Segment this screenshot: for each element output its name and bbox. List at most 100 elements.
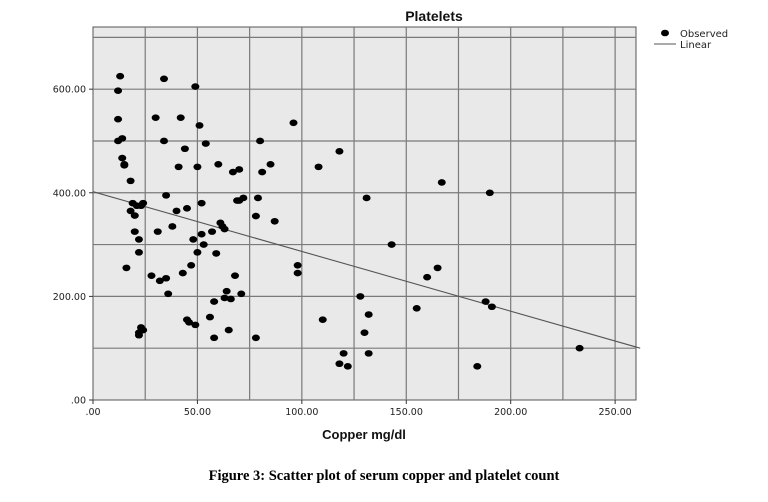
- data-point: [199, 241, 208, 248]
- data-point: [318, 316, 327, 324]
- data-point: [114, 115, 123, 123]
- data-point: [126, 207, 135, 215]
- data-point: [197, 230, 206, 238]
- legend-observed-marker: [661, 29, 669, 37]
- data-point: [364, 311, 373, 318]
- y-tick-label: 200.00: [53, 292, 86, 303]
- data-point: [134, 249, 143, 256]
- data-point: [253, 194, 262, 202]
- axes: .00 200.00 400.00 600.00 .00 50.00 100.00 150.0…: [53, 85, 632, 418]
- legend-linear-label: Linear: [680, 40, 712, 51]
- data-point: [130, 228, 139, 235]
- data-point: [193, 249, 202, 256]
- data-point: [473, 363, 482, 370]
- data-point: [364, 350, 373, 357]
- data-point: [164, 290, 173, 298]
- data-point: [343, 363, 352, 370]
- data-point: [134, 236, 143, 243]
- plot-area: [92, 26, 641, 401]
- data-point: [335, 148, 344, 155]
- data-point: [487, 303, 496, 311]
- regression-line: [92, 191, 641, 349]
- x-tick-label: 250.00: [598, 407, 631, 418]
- data-point: [256, 137, 265, 145]
- x-tick-label: 200.00: [494, 407, 527, 418]
- x-tick-label: 100.00: [285, 407, 318, 418]
- data-point: [174, 163, 183, 171]
- data-point: [266, 160, 275, 168]
- figure-caption: Figure 3: Scatter plot of serum copper a…: [208, 468, 560, 484]
- data-point: [222, 287, 231, 295]
- data-point: [120, 160, 129, 168]
- data-point: [362, 194, 371, 202]
- x-tick-label: 50.00: [184, 407, 211, 418]
- x-tick-label: 150.00: [390, 407, 423, 418]
- data-point: [437, 179, 446, 186]
- data-point: [114, 137, 123, 145]
- data-point: [335, 360, 344, 368]
- data-point: [191, 321, 200, 329]
- data-point: [162, 274, 171, 282]
- data-point: [237, 290, 246, 298]
- data-point: [187, 262, 196, 269]
- data-point: [481, 298, 490, 305]
- data-point: [134, 329, 143, 336]
- data-point: [289, 119, 298, 127]
- data-point: [178, 269, 187, 277]
- data-point: [116, 72, 125, 80]
- data-point: [122, 264, 131, 272]
- data-point: [185, 318, 194, 326]
- scatter-chart: Platelets .00 200.00 400.00 600.00 .00 50.00 1…: [53, 8, 728, 442]
- data-point: [224, 326, 233, 334]
- data-point: [195, 122, 204, 129]
- legend-observed-label: Observed: [680, 29, 728, 40]
- data-point: [433, 264, 442, 272]
- data-point: [214, 160, 223, 168]
- data-point: [226, 295, 235, 303]
- data-point: [239, 194, 248, 202]
- data-point: [160, 75, 169, 83]
- data-point: [118, 154, 127, 162]
- data-point: [155, 277, 164, 285]
- data-point: [270, 217, 279, 225]
- data-point: [153, 228, 162, 235]
- data-point: [189, 236, 198, 243]
- data-point: [208, 228, 217, 235]
- data-point: [172, 207, 181, 215]
- data-point: [387, 241, 396, 248]
- data-point: [151, 114, 160, 121]
- data-point: [231, 272, 240, 279]
- data-point: [160, 137, 169, 145]
- data-point: [168, 223, 177, 230]
- data-point: [235, 166, 244, 173]
- data-point: [193, 163, 202, 171]
- data-point: [356, 293, 365, 300]
- regression-line-layer: [92, 191, 641, 349]
- y-tick-label: .00: [71, 396, 86, 407]
- data-point: [182, 205, 191, 212]
- data-point: [191, 83, 200, 90]
- data-point: [220, 294, 229, 302]
- data-point: [162, 192, 171, 199]
- data-point: [210, 334, 219, 342]
- data-points: [114, 72, 584, 370]
- data-point: [251, 334, 260, 342]
- data-point: [575, 344, 584, 352]
- data-point: [114, 87, 123, 95]
- data-point: [293, 269, 302, 277]
- data-point: [412, 305, 421, 312]
- data-point: [360, 329, 369, 336]
- data-point: [314, 163, 323, 171]
- data-point: [339, 350, 348, 357]
- data-point: [423, 273, 432, 281]
- data-point: [251, 212, 260, 220]
- data-point: [126, 177, 135, 185]
- data-point: [176, 114, 185, 121]
- data-point: [201, 140, 210, 147]
- data-point: [212, 250, 221, 257]
- data-point: [485, 189, 494, 197]
- data-point: [205, 313, 214, 321]
- data-point: [139, 199, 148, 207]
- data-point: [220, 225, 229, 233]
